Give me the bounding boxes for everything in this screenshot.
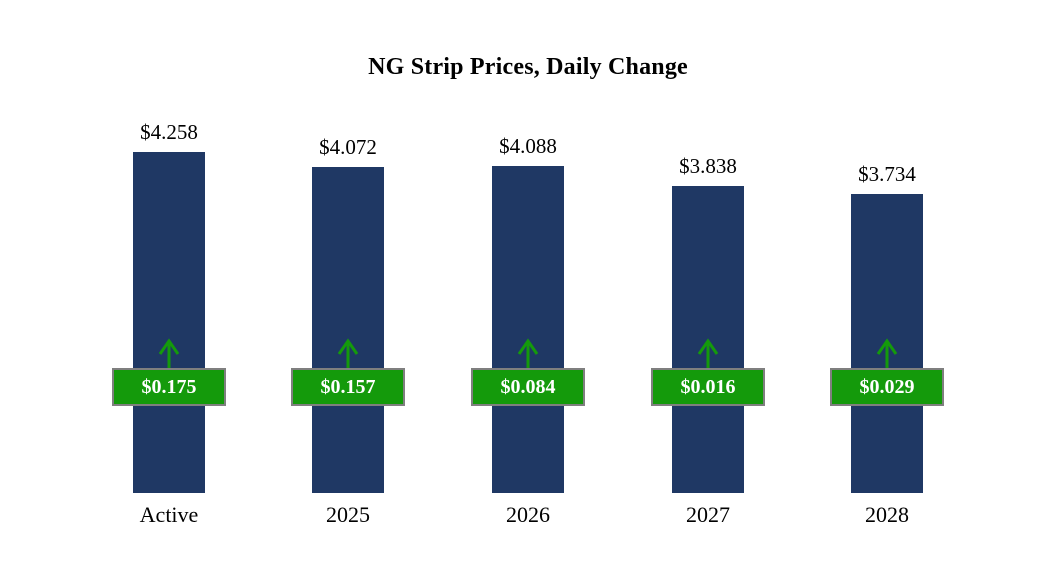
bar-value-label: $4.072: [319, 135, 377, 159]
price-bar: [492, 166, 564, 493]
price-bar: [133, 152, 205, 493]
up-arrow-icon: [874, 336, 900, 370]
up-arrow-icon: [515, 336, 541, 370]
bar-value-label: $3.734: [858, 162, 916, 186]
daily-change-badge: $0.157: [291, 368, 405, 406]
up-arrow-icon: [335, 336, 361, 370]
daily-change-badge: $0.029: [830, 368, 944, 406]
bar-value-label: $4.088: [499, 134, 557, 158]
up-arrow-icon: [695, 336, 721, 370]
daily-change-badge: $0.084: [471, 368, 585, 406]
chart-title: NG Strip Prices, Daily Change: [368, 54, 688, 80]
price-bar: [312, 167, 384, 493]
category-label: 2027: [686, 502, 730, 527]
daily-change-badge: $0.016: [651, 368, 765, 406]
bar-value-label: $4.258: [140, 120, 198, 144]
bar-value-label: $3.838: [679, 154, 737, 178]
category-label: 2026: [506, 502, 550, 527]
category-label: Active: [139, 502, 199, 527]
category-label: 2028: [865, 502, 909, 527]
up-arrow-icon: [156, 336, 182, 370]
daily-change-badge: $0.175: [112, 368, 226, 406]
category-label: 2025: [326, 502, 370, 527]
